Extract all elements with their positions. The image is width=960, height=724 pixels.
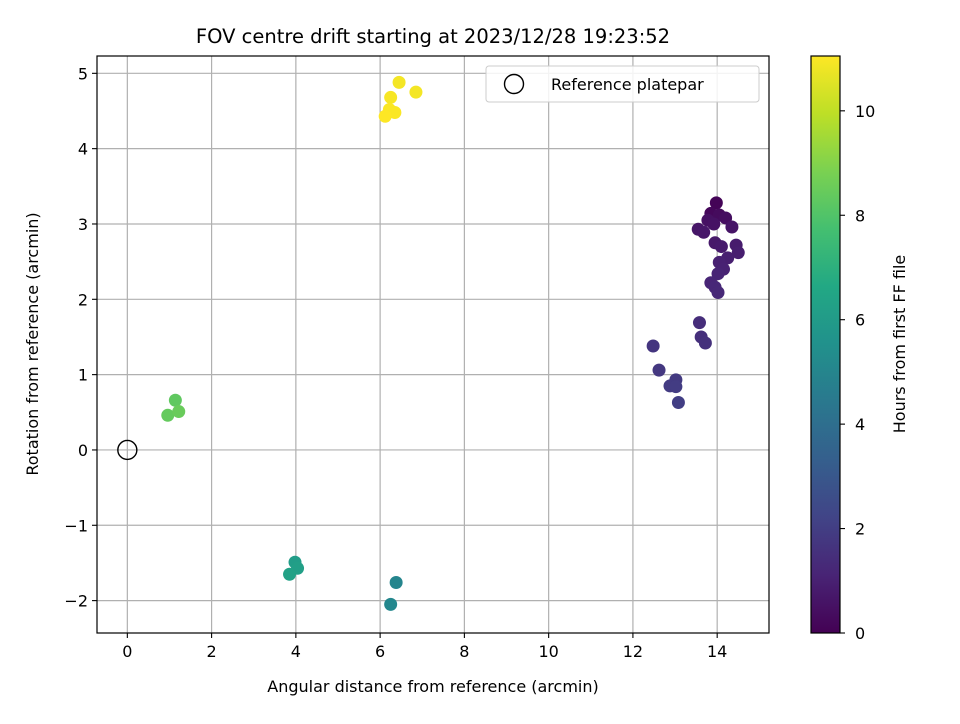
colorbar-tick-label: 4 <box>855 415 865 434</box>
plot-frame <box>96 55 770 634</box>
data-point <box>698 336 712 350</box>
x-tick-label: 0 <box>122 642 132 661</box>
colorbar-tick-label: 8 <box>855 206 865 225</box>
data-point <box>172 405 186 419</box>
data-point <box>714 240 728 254</box>
data-point <box>707 217 721 231</box>
data-points <box>161 75 745 611</box>
data-point <box>646 339 660 353</box>
data-point <box>725 220 739 234</box>
x-axis-ticks: 0 2 4 6 8 10 12 14 <box>122 633 727 661</box>
colorbar-tick-label: 6 <box>855 311 865 330</box>
x-tick-label: 4 <box>291 642 301 661</box>
colorbar-frame <box>810 55 841 634</box>
data-point <box>378 109 392 123</box>
y-tick-label: 5 <box>78 64 88 83</box>
chart-title: FOV centre drift starting at 2023/12/28 … <box>196 25 670 48</box>
legend-box <box>485 65 760 103</box>
legend-marker-icon <box>503 73 525 95</box>
y-tick-label: 1 <box>78 366 88 385</box>
data-point <box>168 393 182 407</box>
data-point <box>392 75 406 89</box>
data-point <box>711 267 725 281</box>
data-point <box>697 225 711 239</box>
data-point <box>671 396 685 410</box>
y-tick-label: 2 <box>78 290 88 309</box>
y-tick-label: −1 <box>64 516 88 535</box>
x-tick-label: 2 <box>207 642 217 661</box>
y-tick-label: 3 <box>78 215 88 234</box>
colorbar-tick-label: 0 <box>855 624 865 643</box>
data-point <box>692 316 706 330</box>
x-tick-label: 8 <box>459 642 469 661</box>
data-point <box>719 211 733 225</box>
data-point <box>161 408 175 422</box>
data-point <box>652 363 666 377</box>
x-axis-label: Angular distance from reference (arcmin) <box>267 677 598 696</box>
y-tick-label: 4 <box>78 140 88 159</box>
y-axis-label: Rotation from reference (arcmin) <box>23 212 42 475</box>
colorbar-gradient <box>811 56 840 633</box>
data-point <box>669 380 683 394</box>
reference-point <box>117 439 138 461</box>
data-point <box>409 85 423 99</box>
colorbar: 0 2 4 6 8 10 Hours from first FF file <box>810 55 909 643</box>
data-point <box>283 567 297 581</box>
y-tick-label: −2 <box>64 592 88 611</box>
reference-marker <box>117 439 138 461</box>
data-point <box>389 576 403 590</box>
data-point <box>384 597 398 611</box>
colorbar-tick-label: 10 <box>855 102 875 121</box>
x-tick-label: 10 <box>538 642 558 661</box>
colorbar-ticks: 0 2 4 6 8 10 <box>840 102 875 643</box>
data-point <box>731 246 745 260</box>
data-point <box>709 196 723 210</box>
colorbar-tick-label: 2 <box>855 520 865 539</box>
y-tick-label: 0 <box>78 441 88 460</box>
x-tick-label: 12 <box>623 642 643 661</box>
colorbar-label: Hours from first FF file <box>890 255 909 434</box>
y-axis-ticks: −2 −1 0 1 2 3 4 5 <box>64 64 97 611</box>
data-point <box>711 286 725 300</box>
grid-lines <box>97 56 769 633</box>
x-tick-label: 6 <box>375 642 385 661</box>
data-point <box>384 90 398 104</box>
legend-label: Reference platepar <box>551 75 704 94</box>
x-tick-label: 14 <box>707 642 727 661</box>
legend: Reference platepar <box>485 65 760 103</box>
